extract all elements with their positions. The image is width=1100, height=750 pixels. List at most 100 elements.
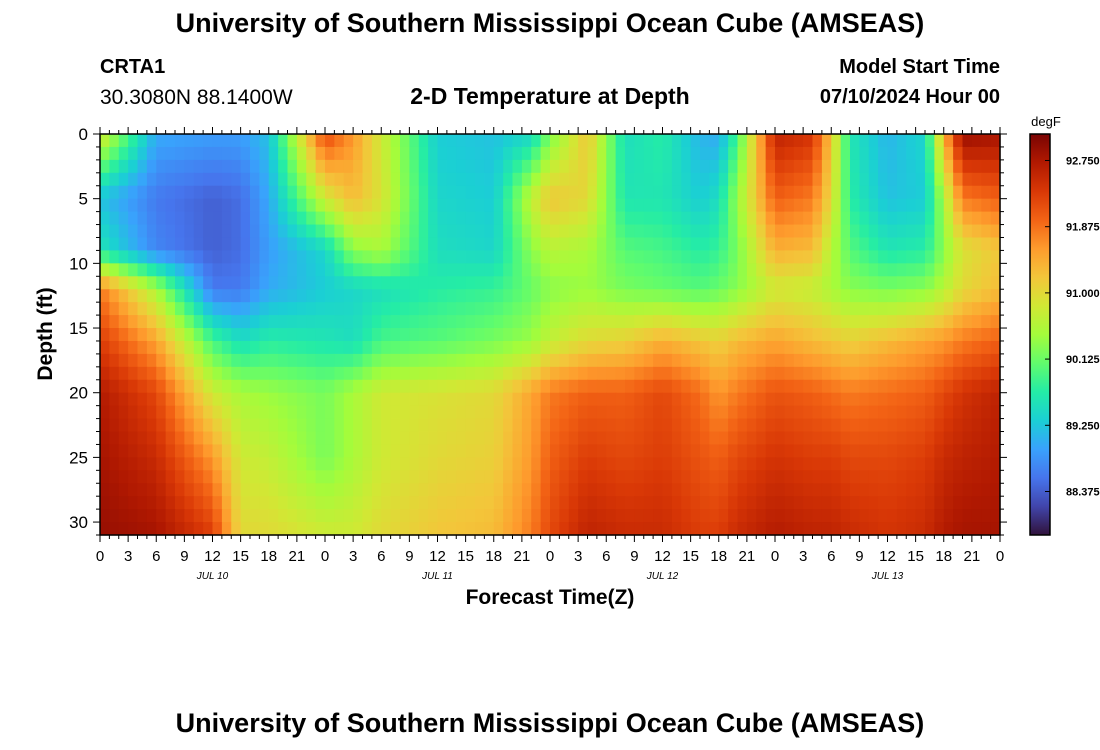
heatmap-cell <box>540 302 551 316</box>
heatmap-cell <box>709 224 720 239</box>
heatmap-cell <box>390 496 401 510</box>
heatmap-cell <box>268 159 279 174</box>
heatmap-cell <box>156 172 167 187</box>
heatmap-cell <box>981 134 992 148</box>
heatmap-cell <box>287 457 298 471</box>
heatmap-cell <box>521 250 532 264</box>
heatmap-cell <box>775 353 785 368</box>
heatmap-cell <box>887 522 898 536</box>
heatmap-cell <box>868 146 879 161</box>
heatmap-cell <box>268 172 279 187</box>
heatmap-cell <box>934 366 945 381</box>
heatmap-cell <box>221 379 232 394</box>
heatmap-cell <box>484 522 495 536</box>
heatmap-cell <box>371 224 382 239</box>
heatmap-cell <box>193 496 204 510</box>
heatmap-cell <box>803 250 814 264</box>
heatmap-cell <box>343 379 354 394</box>
heatmap-cell <box>362 185 373 200</box>
heatmap-cell <box>953 366 964 381</box>
heatmap-cell <box>212 250 223 264</box>
heatmap-cell <box>859 250 870 264</box>
heatmap-cell <box>653 224 664 239</box>
heatmap-cell <box>859 185 870 200</box>
heatmap-cell <box>681 379 692 394</box>
heatmap-cell <box>100 379 110 394</box>
y-axis-label: Depth (ft) <box>34 287 57 380</box>
heatmap-cell <box>615 172 626 187</box>
heatmap-cell <box>465 483 476 497</box>
heatmap-cell <box>746 392 757 407</box>
heatmap-cell <box>559 457 570 471</box>
heatmap-cell <box>775 276 785 290</box>
heatmap-cell <box>596 457 607 471</box>
heatmap-cell <box>896 134 907 148</box>
heatmap-cell <box>268 470 279 484</box>
heatmap-cell <box>896 496 907 510</box>
heatmap-cell <box>362 134 373 148</box>
heatmap-cell <box>175 431 185 446</box>
heatmap-cell <box>400 146 410 161</box>
heatmap-cell <box>493 340 504 355</box>
heatmap-cell <box>315 328 326 342</box>
heatmap-cell <box>306 224 317 239</box>
heatmap-cell <box>840 522 851 536</box>
heatmap-cell <box>315 483 326 497</box>
heatmap-cell <box>643 224 654 239</box>
heatmap-cell <box>390 353 401 368</box>
heatmap-cell <box>381 172 392 187</box>
heatmap-cell <box>118 302 129 316</box>
heatmap-cell <box>615 134 626 148</box>
heatmap-cell <box>550 509 560 523</box>
heatmap-cell <box>887 185 898 200</box>
heatmap-cell <box>943 302 954 316</box>
heatmap-cell <box>821 211 832 226</box>
heatmap-cell <box>653 457 664 471</box>
heatmap-cell <box>643 250 654 264</box>
heatmap-cell <box>353 353 364 368</box>
heatmap-cell <box>259 185 270 200</box>
heatmap-cell <box>343 483 354 497</box>
heatmap-cell <box>371 302 382 316</box>
heatmap-cell <box>296 289 307 303</box>
heatmap-cell <box>887 302 898 316</box>
heatmap-cell <box>325 315 335 329</box>
heatmap-cell <box>315 211 326 226</box>
heatmap-cell <box>184 418 195 433</box>
heatmap-cell <box>587 159 598 174</box>
heatmap-cell <box>840 483 851 497</box>
heatmap-cell <box>296 250 307 264</box>
heatmap-cell <box>934 483 945 497</box>
heatmap-cell <box>859 276 870 290</box>
heatmap-cell <box>203 418 214 433</box>
heatmap-cell <box>662 146 673 161</box>
heatmap-cell <box>578 146 589 161</box>
heatmap-cell <box>681 289 692 303</box>
heatmap-cell <box>718 340 729 355</box>
heatmap-cell <box>334 483 345 497</box>
heatmap-cell <box>475 483 485 497</box>
heatmap-cell <box>728 276 739 290</box>
heatmap-cell <box>943 444 954 458</box>
heatmap-cell <box>671 496 682 510</box>
heatmap-cell <box>390 185 401 200</box>
heatmap-cell <box>728 522 739 536</box>
heatmap-cell <box>268 263 279 277</box>
heatmap-cell <box>240 276 251 290</box>
heatmap-cell <box>925 483 935 497</box>
heatmap-cell <box>221 276 232 290</box>
heatmap-cell <box>840 509 851 523</box>
heatmap-cell <box>643 353 654 368</box>
heatmap-cell <box>521 302 532 316</box>
heatmap-cell <box>765 405 776 420</box>
heatmap-cell <box>587 483 598 497</box>
heatmap-cell <box>859 224 870 239</box>
heatmap-cell <box>662 483 673 497</box>
heatmap-cell <box>606 198 617 213</box>
heatmap-cell <box>100 522 110 536</box>
heatmap-cell <box>606 392 617 407</box>
heatmap-cell <box>625 185 635 200</box>
heatmap-cell <box>437 289 448 303</box>
heatmap-cell <box>625 444 635 458</box>
heatmap-cell <box>756 457 767 471</box>
